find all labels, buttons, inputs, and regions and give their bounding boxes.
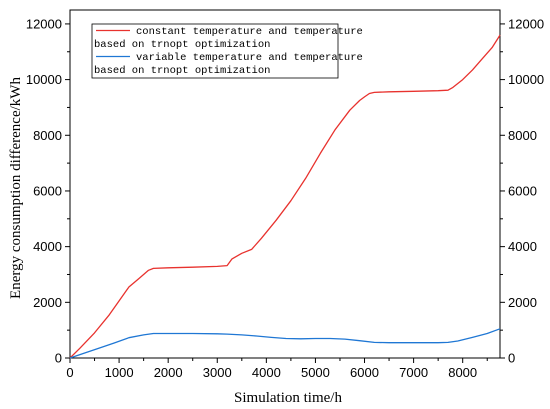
legend-label-1-line-1: constant temperature and temperature <box>136 26 363 38</box>
y-tick-label-right: 12000 <box>508 16 544 31</box>
x-tick-label: 1000 <box>105 365 134 380</box>
y-tick-label-right: 0 <box>508 351 515 366</box>
y-tick-label-left: 10000 <box>26 72 62 87</box>
x-tick-label: 6000 <box>350 365 379 380</box>
y-tick-label-right: 10000 <box>508 72 544 87</box>
y-tick-label-left: 6000 <box>33 183 62 198</box>
y-tick-label-left: 12000 <box>26 16 62 31</box>
series-line-2 <box>69 328 501 359</box>
x-tick-label: 2000 <box>154 365 183 380</box>
y-tick-label-right: 2000 <box>508 295 537 310</box>
plot-border <box>69 9 501 359</box>
plot-frame <box>69 9 501 359</box>
y-tick-label-right: 8000 <box>508 128 537 143</box>
y-tick-label-left: 4000 <box>33 239 62 254</box>
x-tick-label: 7000 <box>399 365 428 380</box>
x-tick-label: 0 <box>66 365 73 380</box>
legend-label-2-line-1: variable temperature and temperature <box>136 52 363 64</box>
x-tick-label: 8000 <box>448 365 477 380</box>
legend-label-1-line-2: based on trnopt optimization <box>94 39 270 51</box>
legend-label-2-line-2: based on trnopt optimization <box>94 65 270 77</box>
x-axis-title: Simulation time/h <box>234 390 342 406</box>
y-tick-label-left: 0 <box>55 351 62 366</box>
series-line-1 <box>69 34 501 359</box>
y-tick-label-right: 4000 <box>508 239 537 254</box>
x-tick-label: 5000 <box>301 365 330 380</box>
y-tick-label-left: 8000 <box>33 128 62 143</box>
legend-box <box>91 23 339 79</box>
legend: constant temperature and temperaturebase… <box>91 23 363 79</box>
y-axis-title: Energy consumption difference/kWh <box>8 77 24 299</box>
x-axis: 0 1000 2000 3000 4000 5000 6000 7000 8000 <box>66 358 488 380</box>
y-tick-label-left: 2000 <box>33 295 62 310</box>
y-axis-left: 0 2000 4000 6000 8000 10000 12000 <box>26 16 70 366</box>
x-tick-label: 4000 <box>252 365 281 380</box>
x-tick-label: 3000 <box>203 365 232 380</box>
series-layer <box>69 34 501 359</box>
y-axis-right: 0 2000 4000 6000 8000 10000 12000 <box>500 16 544 366</box>
y-tick-label-right: 6000 <box>508 183 537 198</box>
